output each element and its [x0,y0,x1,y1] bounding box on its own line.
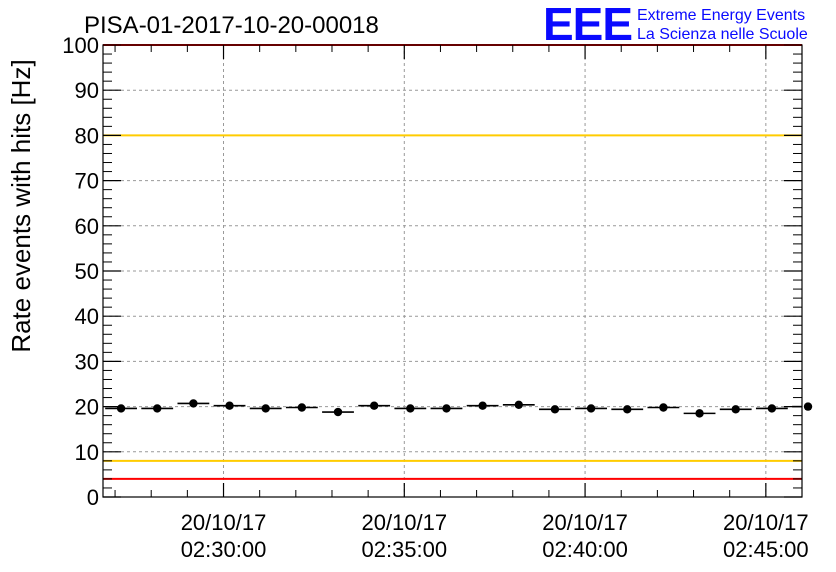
point-marker [550,405,560,414]
point-marker [586,404,596,413]
x-tick-time: 02:45:00 [723,537,809,562]
x-tick-time: 02:35:00 [361,537,447,562]
point-marker [406,404,415,413]
grid [103,45,802,497]
data-point [141,404,174,413]
logo-line2: La Scienza nelle Scuole [637,26,808,43]
x-tick-date: 20/10/17 [542,510,628,535]
x-tick-labels: 20/10/1702:30:0020/10/1702:35:0020/10/17… [181,510,809,562]
point-marker [116,404,126,413]
data-point [177,399,210,408]
data-point [213,401,246,410]
point-marker [153,404,162,413]
data-point [358,401,391,410]
y-tick-label: 90 [75,78,99,103]
axis-ticks [103,44,803,498]
y-tick-label: 10 [75,440,99,465]
x-tick-date: 20/10/17 [361,510,447,535]
y-tick-label: 70 [75,169,99,194]
data-points [105,399,813,418]
x-tick-time: 02:30:00 [181,537,267,562]
y-tick-label: 0 [87,485,99,510]
point-marker [695,409,704,418]
point-marker [225,401,234,410]
data-point [647,403,680,412]
data-point [105,404,137,413]
data-point [502,400,535,409]
point-marker [442,404,451,413]
data-point [575,404,608,413]
data-point [466,401,499,410]
data-point [755,404,788,413]
y-tick-label: 80 [75,123,99,148]
x-tick-date: 20/10/17 [723,510,809,535]
point-marker [333,407,343,417]
data-point [683,409,716,418]
data-point [285,403,318,412]
y-axis-title: Rate events with hits [Hz] [6,59,36,352]
y-tick-label: 100 [62,33,99,58]
eee-logo: EEE Extreme Energy Events La Scienza nel… [543,0,808,50]
data-point [394,404,427,413]
y-tick-label: 30 [75,349,99,374]
point-marker [623,405,632,414]
point-marker [803,402,813,411]
logo-line1: Extreme Energy Events [637,7,805,24]
data-point [719,405,752,414]
y-tick-label: 50 [75,259,99,284]
x-tick-date: 20/10/17 [181,510,267,535]
point-marker [478,401,487,410]
point-marker [514,400,523,409]
data-point [322,407,354,417]
point-marker [297,403,307,412]
y-tick-label: 20 [75,395,99,420]
data-point [539,405,571,414]
point-marker [189,399,198,408]
point-marker [767,404,777,413]
data-point [430,404,463,413]
run-title: PISA-01-2017-10-20-00018 [84,12,379,39]
y-tick-labels: 0 10 20 30 40 50 60 70 80 90 100 [62,33,99,510]
y-tick-label: 40 [75,304,99,329]
data-point [611,405,644,414]
point-marker [659,403,668,412]
y-tick-label: 60 [75,214,99,239]
point-marker [369,401,379,410]
point-marker [261,404,270,413]
point-marker [731,405,740,414]
x-tick-time: 02:40:00 [542,537,628,562]
data-point [249,404,282,413]
logo-mark: EEE [543,0,632,50]
